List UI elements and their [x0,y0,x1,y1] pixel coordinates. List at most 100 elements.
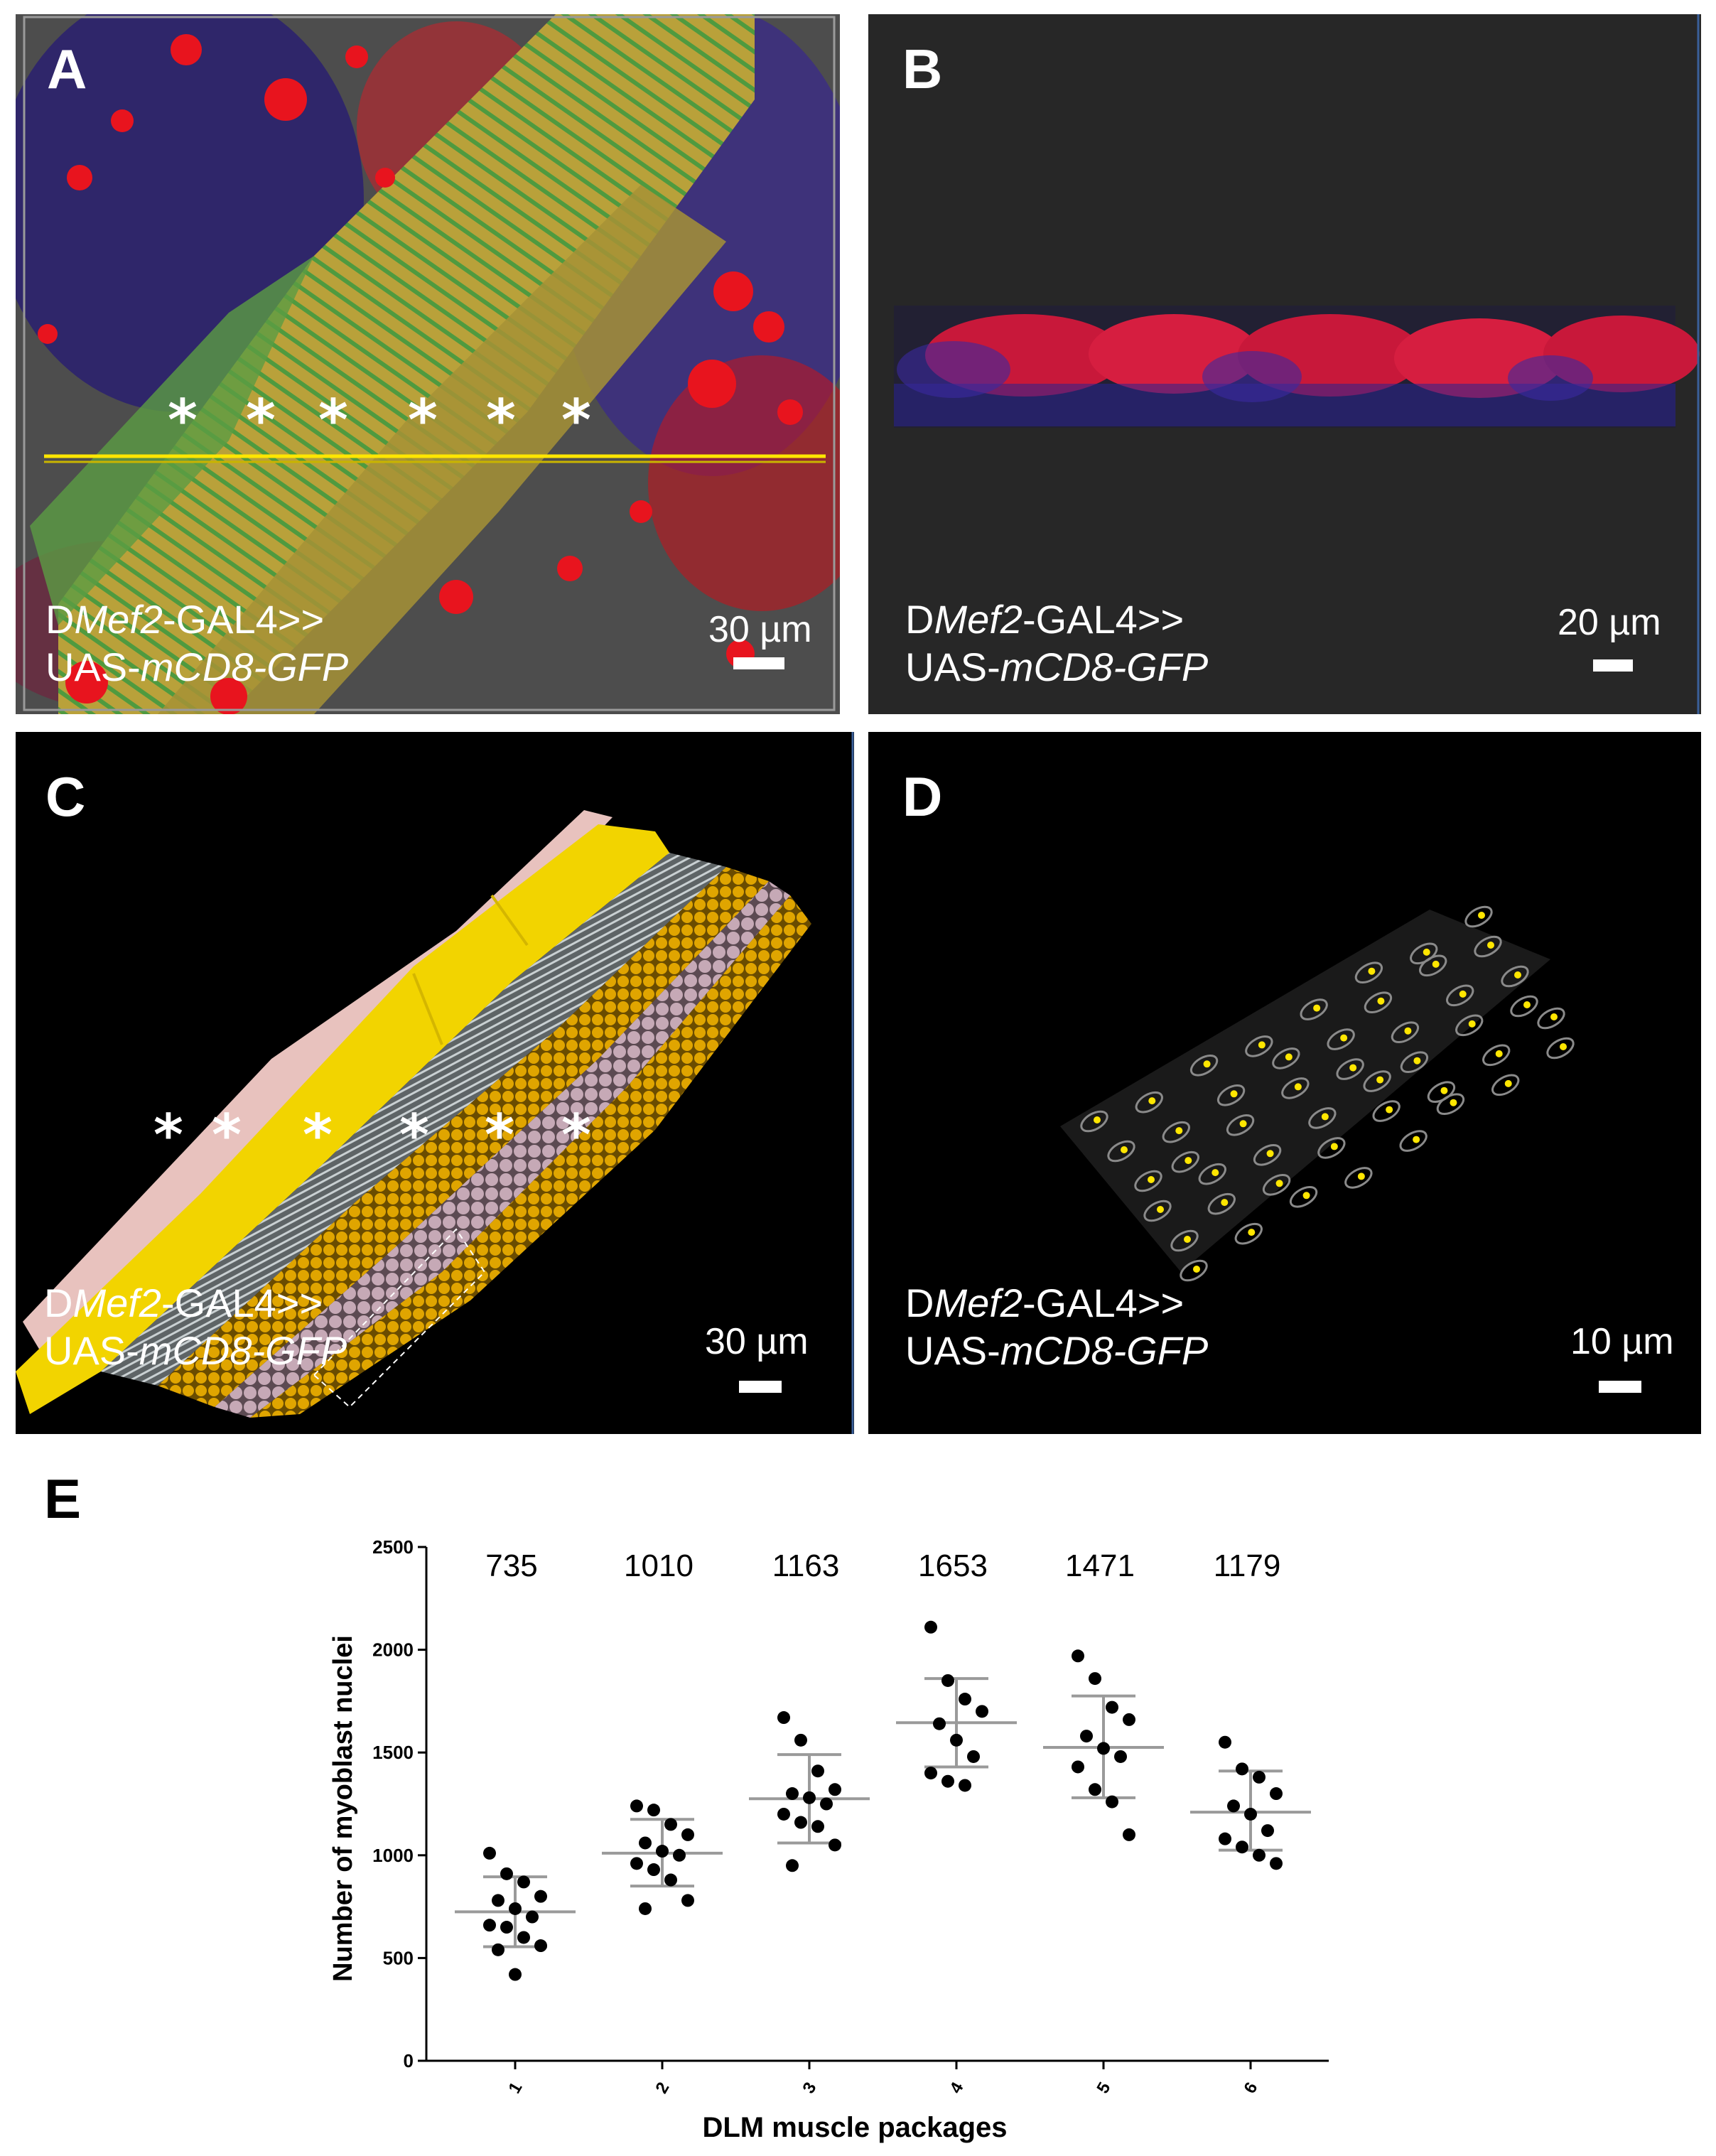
nucleus-marker [1404,1027,1412,1035]
panel-d-label: D [902,765,943,828]
data-point [639,1902,652,1915]
data-point [924,1767,937,1780]
data-point [777,1807,790,1821]
asterisk: * [303,1102,333,1168]
nucleus-outline [1474,935,1502,958]
x-axis-label: DLM muscle packages [702,2112,1007,2143]
nucleus-marker [1294,1083,1302,1091]
panel-d-genotype: DMef2-GAL4>> UAS-mCD8-GFP [905,1279,1208,1374]
panel-d-scale-bar [1599,1381,1641,1393]
data-point [811,1820,824,1833]
asterisk: * [212,1102,242,1168]
mean-annotation: 735 [485,1548,537,1583]
data-point [1219,1832,1231,1845]
genotype-line2: UAS-mCD8-GFP [45,645,349,690]
panel-c-scale-text: 30 µm [705,1321,809,1362]
nucleus-outline [1162,1121,1190,1143]
nucleus-marker [1157,1206,1164,1213]
asterisk: * [408,387,438,453]
genotype-line1: DMef2-GAL4>> [905,597,1185,642]
nucleus-marker [1285,1053,1293,1061]
x-ticks: 1 2 3 4 5 6 [504,2061,1261,2097]
asterisk: * [399,1102,429,1168]
data-point [630,1799,643,1813]
nucleus-marker [1193,1266,1200,1273]
nucleus-outline [1391,1021,1420,1044]
nucleus-marker [1248,1229,1256,1236]
data-point [526,1910,539,1924]
nucleus-marker [1203,1060,1211,1068]
data-point [1089,1783,1101,1796]
data-point [656,1845,669,1858]
panel-c-scale-bar [739,1381,782,1393]
nuclei-group [1080,905,1575,1282]
data-point [664,1873,677,1887]
mean-annotation: 1471 [1065,1548,1135,1583]
nucleus-outline [1344,1167,1373,1189]
data-point [509,1902,522,1915]
nucleus-marker [1504,1079,1512,1087]
x-tick-label: 4 [946,2079,967,2097]
nucleus-outline [1170,1229,1199,1252]
data-point [1106,1795,1118,1809]
nucleus-outline [1510,995,1538,1018]
nucleus-outline [1317,1137,1346,1159]
mean-annotation: 1653 [918,1548,988,1583]
data-point [1261,1824,1274,1838]
genotype-line2: UAS-mCD8-GFP [44,1328,347,1374]
nucleus-outline [1546,1037,1575,1060]
nucleus-marker [1212,1169,1219,1177]
y-tick-label: 1500 [372,1742,414,1763]
asterisk: * [168,387,198,453]
nucleus-marker [1368,967,1376,975]
data-point [1097,1742,1110,1755]
nucleus-outline [1336,1058,1364,1080]
y-tick-label: 0 [404,2050,414,2071]
data-point [630,1857,643,1870]
y-tick-label: 2000 [372,1639,414,1661]
nucleus-marker [1313,1004,1321,1012]
nucleus-marker [1495,1050,1503,1057]
nucleus-marker [1413,1057,1421,1064]
nucleus-outline [1262,1173,1291,1196]
mean-annotation: 1179 [1214,1548,1281,1583]
nucleus-marker [1376,1076,1384,1084]
panel-c: C * * * * * * DMef2-GAL4>> UAS-mCD8-GFP … [16,732,854,1434]
data-point [517,1875,530,1889]
nucleus-outline [1207,1192,1236,1215]
nucleus-outline [1300,998,1328,1020]
nucleus-marker [1239,1120,1247,1128]
data-point [500,1867,513,1880]
nucleus-marker [1450,1099,1457,1106]
nucleus-marker [1523,1001,1531,1008]
data-point [500,1921,513,1934]
nucleus-marker [1413,1136,1420,1143]
nucleus-marker [1175,1127,1183,1135]
panel-e-label: E [44,1467,82,1530]
data-point [534,1939,547,1953]
nucleus-marker [1514,971,1521,979]
panel-c-genotype: DMef2-GAL4>> UAS-mCD8-GFP [44,1279,347,1374]
data-point [483,1919,496,1932]
genotype-line1: DMef2-GAL4>> [905,1281,1185,1325]
data-point [959,1693,971,1706]
nucleus-outline [1464,905,1493,928]
nucleus-outline [1189,1054,1219,1077]
data-point [681,1828,694,1841]
data-point [647,1804,660,1817]
panel-b-scale-text: 20 µm [1558,602,1661,643]
genotype-line2: UAS-mCD8-GFP [905,1328,1209,1374]
panel-d-scale-text: 10 µm [1570,1321,1674,1362]
nucleus-outline [1253,1143,1282,1166]
nucleus-marker [1266,1150,1274,1158]
data-point [1270,1857,1283,1870]
nucleus-outline [1327,1028,1355,1050]
nucleus-outline [1419,954,1447,977]
panel-d-image [868,732,1701,1434]
nucleus-marker [1148,1097,1156,1105]
y-tick-label: 1000 [372,1845,414,1866]
data-point [777,1711,790,1725]
panel-c-image [16,732,854,1434]
nucleus-outline [1171,1150,1199,1173]
nucleus-marker [1468,1020,1476,1028]
